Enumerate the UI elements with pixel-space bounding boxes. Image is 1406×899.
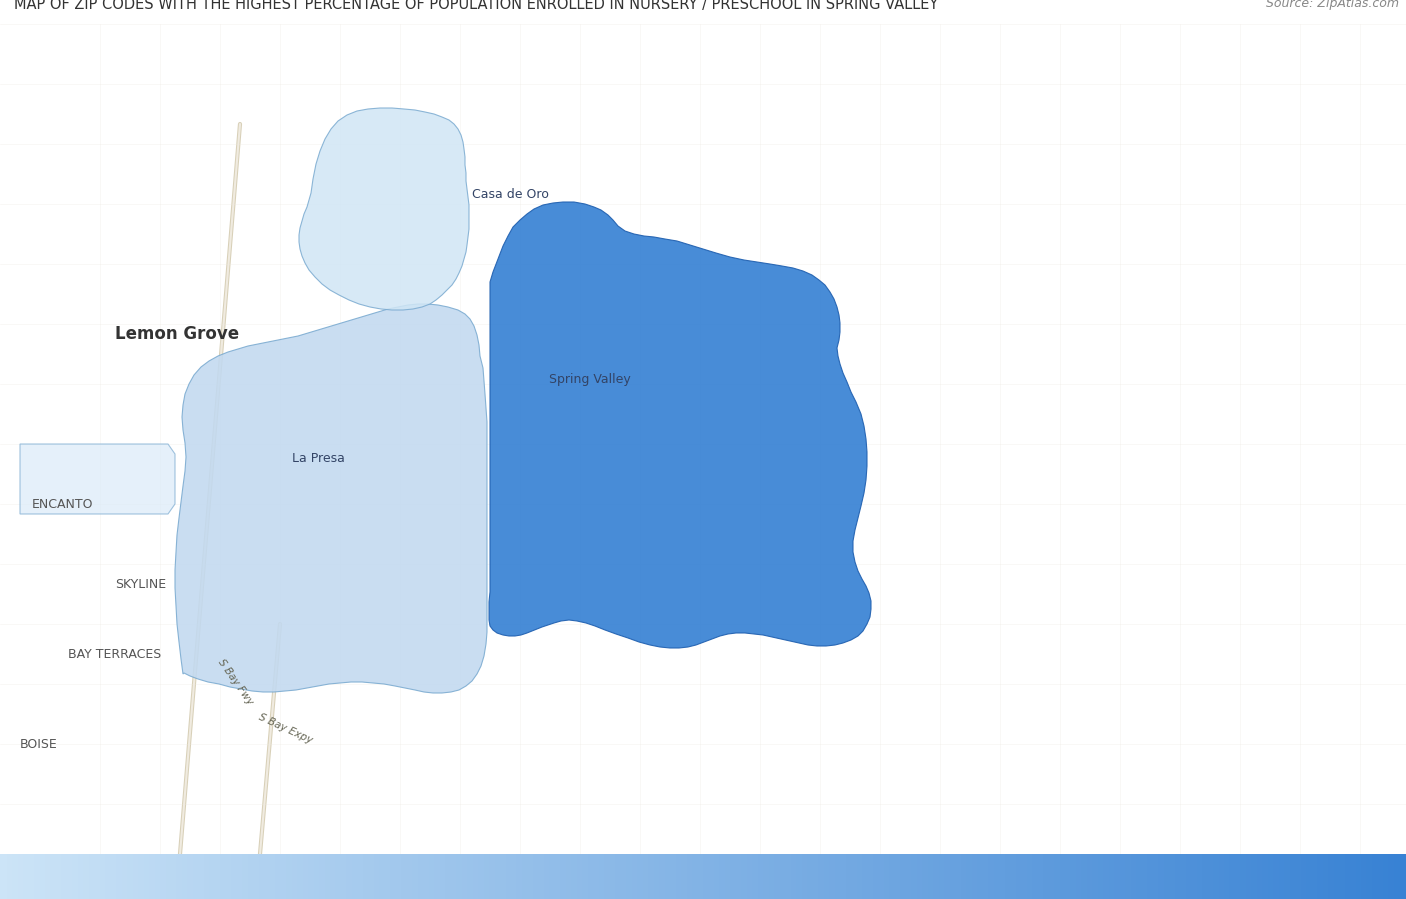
Text: S Bay Fwy: S Bay Fwy xyxy=(215,657,254,707)
Text: BOISE: BOISE xyxy=(20,737,58,751)
Text: SKYLINE: SKYLINE xyxy=(115,577,166,591)
Text: La Presa: La Presa xyxy=(291,452,344,466)
Polygon shape xyxy=(489,202,870,648)
Text: Spring Valley: Spring Valley xyxy=(550,372,631,386)
Polygon shape xyxy=(20,444,174,514)
Text: MAP OF ZIP CODES WITH THE HIGHEST PERCENTAGE OF POPULATION ENROLLED IN NURSERY /: MAP OF ZIP CODES WITH THE HIGHEST PERCEN… xyxy=(14,0,938,12)
Polygon shape xyxy=(174,304,486,693)
Text: S Bay Expy: S Bay Expy xyxy=(256,712,314,746)
Text: ENCANTO: ENCANTO xyxy=(32,497,94,511)
Text: BAY TERRACES: BAY TERRACES xyxy=(67,647,162,661)
Polygon shape xyxy=(299,108,470,310)
Text: Casa de Oro: Casa de Oro xyxy=(471,188,548,200)
Text: Lemon Grove: Lemon Grove xyxy=(115,325,239,343)
Text: Source: ZipAtlas.com: Source: ZipAtlas.com xyxy=(1265,0,1399,11)
